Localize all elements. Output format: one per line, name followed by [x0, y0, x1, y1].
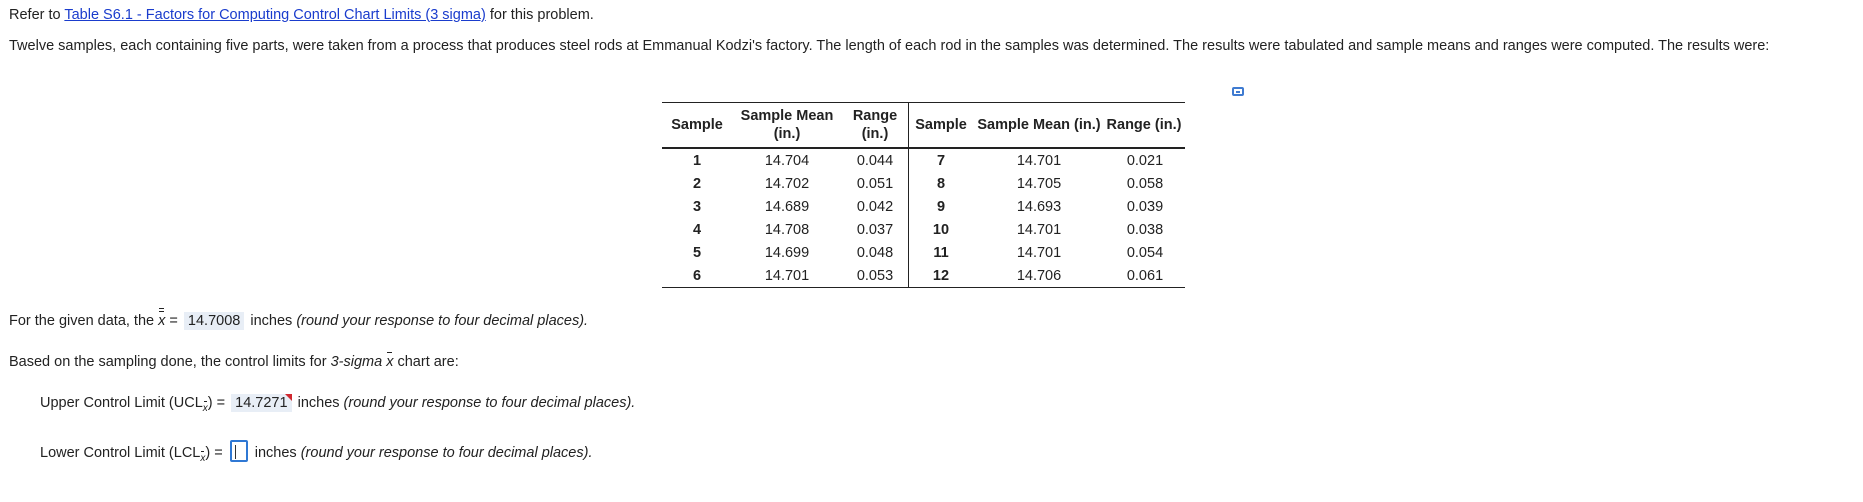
cell-sample: 6 — [662, 264, 732, 288]
cell-range: 0.048 — [842, 241, 909, 264]
cell-range: 0.051 — [842, 172, 909, 195]
cell-sample-2: 7 — [936, 152, 946, 169]
cell-sample-mean-2: 14.693 — [1016, 198, 1062, 215]
table-row: 1 14.704 0.044 7 14.701 0.021 — [662, 148, 1185, 172]
cell-range-2: 0.038 — [1126, 221, 1164, 238]
cell-sample-mean-2: 14.705 — [1016, 175, 1062, 192]
cell-sample-mean: 14.704 — [764, 152, 810, 169]
cell-range-2: 0.058 — [1126, 175, 1164, 192]
table-row: 4 14.708 0.037 10 14.701 0.038 — [662, 218, 1185, 241]
ucl-answer[interactable]: 14.7271 — [231, 394, 292, 412]
cell-sample-2: 10 — [932, 221, 950, 238]
x-bar-symbol: x — [386, 352, 394, 370]
cell-sample-2: 8 — [936, 175, 946, 192]
table-reference-link[interactable]: Table S6.1 - Factors for Computing Contr… — [64, 7, 486, 23]
cell-sample: 3 — [692, 198, 702, 215]
data-table: Sample Sample Mean (in.) Range (in.) Sampl… — [662, 102, 1185, 288]
cell-range: 0.044 — [842, 148, 909, 172]
header-sample-mean: Sample Mean (in.) — [732, 102, 842, 149]
problem-statement: Twelve samples, each containing five par… — [9, 38, 1770, 54]
lcl-line: Lower Control Limit (LCL x) = inches (rou… — [40, 440, 592, 464]
limits-intro-line: Based on the sampling done, the control … — [9, 352, 459, 370]
intro-line: Refer to Table S6.1 - Factors for Comput… — [9, 7, 594, 23]
header-sample-mean-2: Sample Mean (in.) — [973, 102, 1105, 149]
table-header-row: Sample Sample Mean (in.) Range (in.) Sampl… — [662, 102, 1185, 149]
cell-sample-mean-2: 14.701 — [1016, 244, 1062, 261]
table-row: 6 14.701 0.053 12 14.706 0.061 — [662, 264, 1185, 288]
intro-suffix: for this problem. — [485, 7, 594, 23]
flag-icon — [284, 394, 292, 401]
expand-table-icon[interactable] — [1232, 87, 1244, 96]
cell-sample-mean: 14.701 — [732, 264, 842, 288]
cell-sample-mean-2: 14.701 — [1016, 152, 1062, 169]
cell-range: 0.042 — [842, 195, 909, 218]
cell-range: 0.037 — [842, 218, 909, 241]
table-row: 2 14.702 0.051 8 14.705 0.058 — [662, 172, 1185, 195]
header-range-2: Range (in.) — [1105, 102, 1185, 149]
cell-range-2: 0.061 — [1105, 264, 1185, 288]
cell-sample: 4 — [692, 221, 702, 238]
cell-sample-mean-2: 14.701 — [1016, 221, 1062, 238]
grand-mean-line: For the given data, the x = 14.7008 inch… — [9, 308, 589, 330]
cell-sample-mean-2: 14.706 — [973, 264, 1105, 288]
table-row: 5 14.699 0.048 11 14.701 0.054 — [662, 241, 1185, 264]
cell-sample-2: 9 — [936, 198, 946, 215]
cell-sample-mean: 14.702 — [764, 175, 810, 192]
cell-range-2: 0.054 — [1126, 244, 1164, 261]
ucl-line: Upper Control Limit (UCL x) = 14.7271 inc… — [40, 394, 636, 414]
cell-range-2: 0.021 — [1126, 152, 1164, 169]
cell-sample: 5 — [692, 244, 702, 261]
lcl-input[interactable] — [229, 440, 248, 462]
cell-range: 0.053 — [842, 264, 909, 288]
cell-sample-mean: 14.689 — [764, 198, 810, 215]
header-range: Range (in.) — [842, 102, 909, 149]
cell-sample: 1 — [692, 152, 702, 169]
x-double-bar-symbol: x — [158, 308, 165, 329]
cell-sample-mean: 14.708 — [764, 221, 810, 238]
grand-mean-answer[interactable]: 14.7008 — [183, 312, 245, 330]
rounding-hint: (round your response to four decimal pla… — [296, 313, 589, 329]
table-row: 3 14.689 0.042 9 14.693 0.039 — [662, 195, 1185, 218]
cell-sample-mean: 14.699 — [764, 244, 810, 261]
cell-sample: 2 — [692, 175, 702, 192]
cell-range-2: 0.039 — [1126, 198, 1164, 215]
header-sample-2: Sample — [908, 102, 973, 149]
intro-prefix: Refer to — [9, 7, 65, 23]
cell-sample-2: 11 — [933, 244, 949, 261]
header-sample: Sample — [662, 102, 732, 149]
cell-sample-2: 12 — [908, 264, 973, 288]
